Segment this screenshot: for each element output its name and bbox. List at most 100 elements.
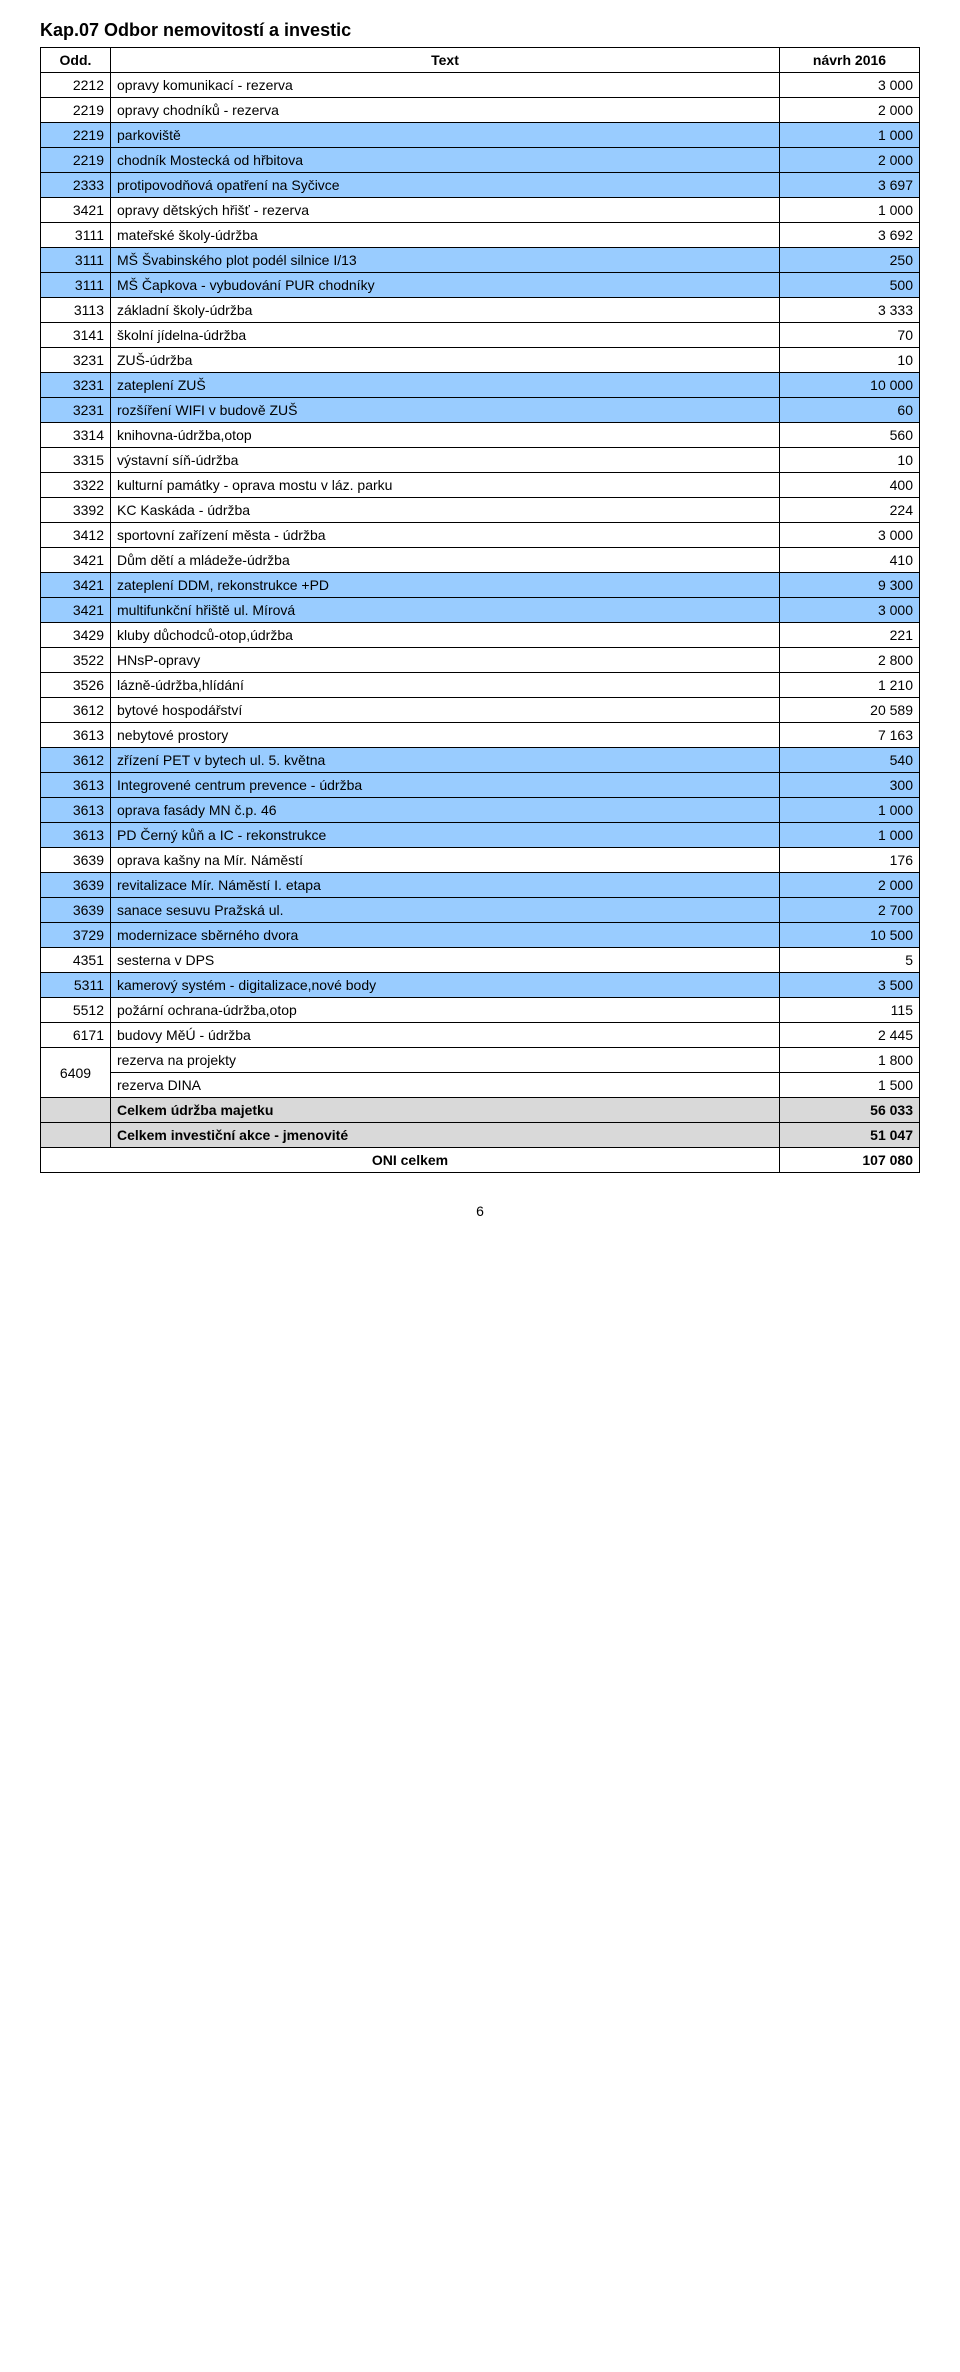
cell-odd: 3111	[41, 223, 111, 248]
cell-val: 176	[780, 848, 920, 873]
summary-row: Celkem investiční akce - jmenovité51 047	[41, 1123, 920, 1148]
table-row: 3613oprava fasády MN č.p. 461 000	[41, 798, 920, 823]
cell-val: 3 000	[780, 598, 920, 623]
table-row: 5311kamerový systém - digitalizace,nové …	[41, 973, 920, 998]
cell-odd: 3111	[41, 273, 111, 298]
cell-text: Integrovené centrum prevence - údržba	[111, 773, 780, 798]
cell-odd: 3231	[41, 348, 111, 373]
table-row: 3322kulturní památky - oprava mostu v lá…	[41, 473, 920, 498]
header-val: návrh 2016	[780, 48, 920, 73]
table-row: 3639revitalizace Mír. Náměstí I. etapa2 …	[41, 873, 920, 898]
budget-table: Odd. Text návrh 2016 2212opravy komunika…	[40, 47, 920, 1173]
cell-odd: 3613	[41, 823, 111, 848]
table-row: 2219chodník Mostecká od hřbitova2 000	[41, 148, 920, 173]
cell-odd: 2219	[41, 148, 111, 173]
cell-text: HNsP-opravy	[111, 648, 780, 673]
cell-odd: 3613	[41, 723, 111, 748]
table-row: 3639sanace sesuvu Pražská ul.2 700	[41, 898, 920, 923]
table-row: 3421multifunkční hřiště ul. Mírová3 000	[41, 598, 920, 623]
cell-text: mateřské školy-údržba	[111, 223, 780, 248]
cell-text: chodník Mostecká od hřbitova	[111, 148, 780, 173]
cell-val: 115	[780, 998, 920, 1023]
cell-odd: 3113	[41, 298, 111, 323]
cell-odd: 3322	[41, 473, 111, 498]
cell-text: sesterna v DPS	[111, 948, 780, 973]
cell-odd: 3315	[41, 448, 111, 473]
cell-text: základní školy-údržba	[111, 298, 780, 323]
cell-odd: 3231	[41, 398, 111, 423]
cell-odd: 3141	[41, 323, 111, 348]
table-row: rezerva DINA1 500	[41, 1073, 920, 1098]
table-body: 2212opravy komunikací - rezerva3 0002219…	[41, 73, 920, 1173]
cell-text: oprava kašny na Mír. Náměstí	[111, 848, 780, 873]
cell-odd: 6171	[41, 1023, 111, 1048]
table-row: 2212opravy komunikací - rezerva3 000	[41, 73, 920, 98]
total-row: ONI celkem107 080	[41, 1148, 920, 1173]
table-row: 3613PD Černý kůň a IC - rekonstrukce1 00…	[41, 823, 920, 848]
cell-text: kamerový systém - digitalizace,nové body	[111, 973, 780, 998]
cell-val: 221	[780, 623, 920, 648]
cell-text: MŠ Čapkova - vybudování PUR chodníky	[111, 273, 780, 298]
table-row: 3231rozšíření WIFI v budově ZUŠ60	[41, 398, 920, 423]
cell-text: KC Kaskáda - údržba	[111, 498, 780, 523]
cell-odd: 3639	[41, 848, 111, 873]
table-row: 3111mateřské školy-údržba3 692	[41, 223, 920, 248]
cell-val: 5	[780, 948, 920, 973]
cell-text: Celkem investiční akce - jmenovité	[111, 1123, 780, 1148]
cell-text: oprava fasády MN č.p. 46	[111, 798, 780, 823]
table-row: 3421Dům dětí a mládeže-údržba410	[41, 548, 920, 573]
cell-val: 3 000	[780, 73, 920, 98]
cell-odd: 3613	[41, 798, 111, 823]
cell-val: 410	[780, 548, 920, 573]
cell-text: sportovní zařízení města - údržba	[111, 523, 780, 548]
table-row: 3421zateplení DDM, rekonstrukce +PD9 300	[41, 573, 920, 598]
cell-val: 10	[780, 448, 920, 473]
cell-val: 60	[780, 398, 920, 423]
cell-odd: 2219	[41, 123, 111, 148]
cell-val: 20 589	[780, 698, 920, 723]
cell-odd: 3612	[41, 698, 111, 723]
table-row: 3111MŠ Švabinského plot podél silnice I/…	[41, 248, 920, 273]
cell-text: zřízení PET v bytech ul. 5. května	[111, 748, 780, 773]
table-row: 2219opravy chodníků - rezerva2 000	[41, 98, 920, 123]
cell-val: 51 047	[780, 1123, 920, 1148]
table-header-row: Odd. Text návrh 2016	[41, 48, 920, 73]
cell-odd: 3412	[41, 523, 111, 548]
table-row: 3613Integrovené centrum prevence - údržb…	[41, 773, 920, 798]
cell-text: rozšíření WIFI v budově ZUŠ	[111, 398, 780, 423]
cell-val: 3 692	[780, 223, 920, 248]
cell-val: 300	[780, 773, 920, 798]
cell-odd: 3392	[41, 498, 111, 523]
cell-odd: 3639	[41, 898, 111, 923]
cell-odd: 3111	[41, 248, 111, 273]
cell-odd: 5512	[41, 998, 111, 1023]
table-row: 3113základní školy-údržba3 333	[41, 298, 920, 323]
cell-val: 10 000	[780, 373, 920, 398]
cell-text: ZUŠ-údržba	[111, 348, 780, 373]
page-number: 6	[40, 1203, 920, 1219]
table-row: 3526lázně-údržba,hlídání1 210	[41, 673, 920, 698]
table-row: 6409rezerva na projekty1 800	[41, 1048, 920, 1073]
cell-text: Dům dětí a mládeže-údržba	[111, 548, 780, 573]
total-val: 107 080	[780, 1148, 920, 1173]
cell-text: zateplení DDM, rekonstrukce +PD	[111, 573, 780, 598]
cell-val: 70	[780, 323, 920, 348]
cell-val: 400	[780, 473, 920, 498]
table-row: 2219parkoviště1 000	[41, 123, 920, 148]
cell-odd: 3231	[41, 373, 111, 398]
cell-val: 10 500	[780, 923, 920, 948]
table-row: 3613nebytové prostory7 163	[41, 723, 920, 748]
cell-val: 250	[780, 248, 920, 273]
table-row: 3231zateplení ZUŠ10 000	[41, 373, 920, 398]
cell-val: 2 000	[780, 98, 920, 123]
cell-text: výstavní síň-údržba	[111, 448, 780, 473]
cell-val: 560	[780, 423, 920, 448]
chapter-title: Kap.07 Odbor nemovitostí a investic	[40, 20, 920, 41]
table-row: 3429kluby důchodců-otop,údržba221	[41, 623, 920, 648]
cell-odd: 3522	[41, 648, 111, 673]
cell-val: 2 000	[780, 148, 920, 173]
table-row: 3522HNsP-opravy2 800	[41, 648, 920, 673]
table-row: 3314knihovna-údržba,otop560	[41, 423, 920, 448]
cell-text: modernizace sběrného dvora	[111, 923, 780, 948]
cell-odd	[41, 1098, 111, 1123]
